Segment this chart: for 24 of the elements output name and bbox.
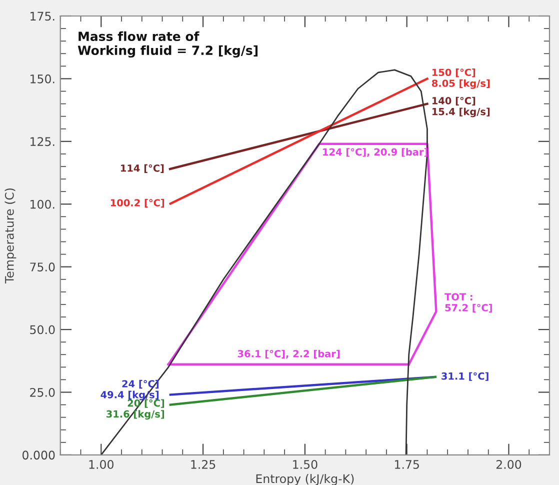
annotation: Mass flow rate of Working fluid = 7.2 [kg/s] (78, 31, 258, 58)
annotation: 150 [°C] 8.05 [kg/s] (432, 68, 490, 89)
annotation: 140 [°C] 15.4 [kg/s] (432, 96, 490, 118)
y-tick-label: 50.0 (30, 325, 55, 334)
x-axis-title: Entropy (kJ/kg-K) (256, 474, 354, 485)
annotation: TOT : 57.2 [°C] (444, 293, 492, 313)
annotation: 36.1 [°C], 2.2 [bar] (238, 350, 340, 359)
x-tick-label: 1.25 (191, 460, 216, 469)
x-tick-label: 1.75 (394, 460, 419, 469)
y-tick-label: 100. (30, 200, 54, 209)
y-tick-label: 25.0 (30, 388, 55, 397)
x-tick-label: 1.50 (293, 460, 318, 469)
y-tick-label: 150. (30, 74, 54, 84)
annotation: 100.2 [°C] (110, 198, 164, 208)
annotation: 31.1 [°C] (442, 372, 488, 381)
y-tick-label: 75.0 (30, 262, 55, 272)
x-tick-label: 2.00 (496, 460, 522, 469)
y-tick-label: 175. (30, 12, 54, 21)
x-tick-label: 1.00 (89, 460, 114, 469)
annotation: 114 [°C] (121, 164, 164, 173)
y-axis-title: Temperature (C) (4, 188, 16, 284)
annotation: 20 [°C] 31.6 [kg/s] (106, 399, 164, 420)
y-tick-label: 125. (30, 137, 54, 146)
y-tick-label: 0.000 (22, 450, 55, 460)
